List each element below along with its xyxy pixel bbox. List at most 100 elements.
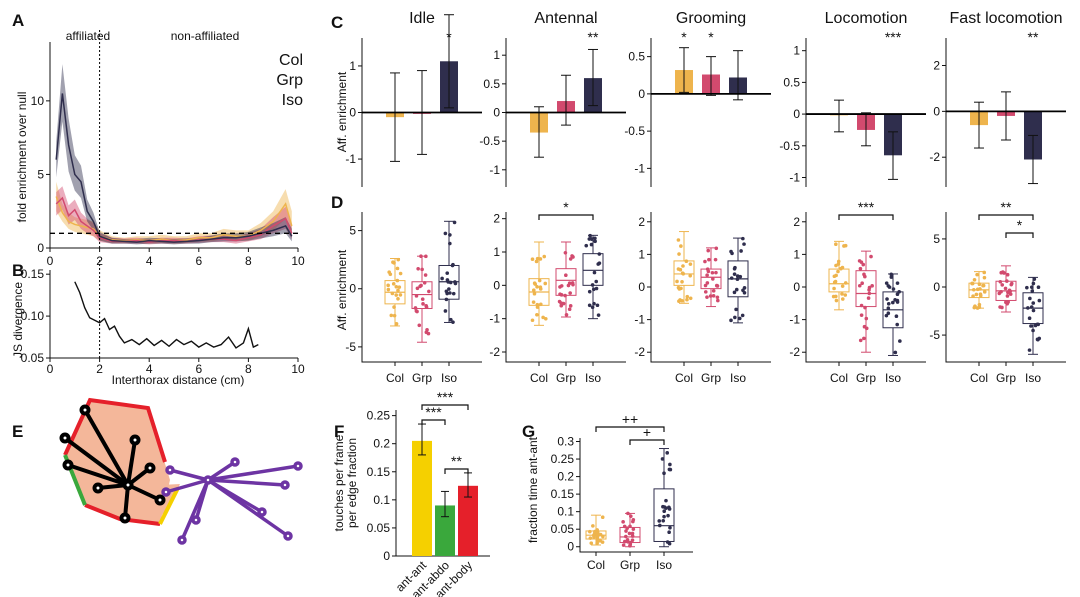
d5-point	[1003, 286, 1008, 291]
d1-y-tick-label: 0	[349, 282, 356, 296]
d3-point	[737, 316, 742, 321]
b-x-label: Interthorax distance (cm)	[112, 373, 245, 387]
g-point	[588, 536, 593, 540]
a-y-label: fold enrichment over null	[15, 92, 29, 223]
d5-bracket	[978, 214, 1034, 220]
d1-point	[452, 220, 457, 225]
d3-point	[677, 252, 681, 256]
g-point	[667, 530, 671, 535]
d1-point	[395, 266, 400, 271]
d5-point	[978, 293, 983, 298]
d5-point	[999, 270, 1004, 275]
c1-y-tick-label: -1	[345, 152, 356, 166]
d3-point	[705, 267, 710, 271]
b-y-tick-label: 0.10	[21, 309, 45, 323]
d3-point	[705, 281, 710, 285]
d4-point	[894, 314, 899, 319]
g-point	[668, 525, 672, 530]
g-point	[657, 519, 662, 523]
d2-point	[571, 255, 575, 259]
panel-a-enrichment-plot: 02468100510fold enrichment over nullaffi…	[15, 29, 305, 268]
g-point	[628, 524, 632, 529]
g-point	[622, 524, 627, 529]
g-bracket	[595, 426, 665, 432]
d3-point	[734, 307, 738, 312]
d1-point	[419, 254, 423, 259]
d5-point	[1005, 272, 1010, 277]
d2-point	[567, 307, 572, 312]
f-bracket	[444, 468, 469, 474]
d2-box-iso	[582, 253, 604, 286]
d4-point	[834, 242, 838, 247]
d1-x-tick-label-iso: Iso	[441, 371, 457, 385]
d5-point	[1005, 301, 1010, 306]
d5-point	[1031, 328, 1035, 333]
d4-y-tick-label: 1	[793, 247, 800, 261]
g-point	[662, 514, 666, 519]
d2-point	[534, 259, 539, 264]
d4-x-tick-label-iso: Iso	[885, 371, 901, 385]
d4-point	[833, 294, 838, 299]
d-y-label: Aff. enrichment	[335, 249, 349, 330]
a-legend-col: Col	[279, 52, 303, 69]
c-y-label: Aff. enrichment	[335, 71, 349, 152]
d2-point	[594, 279, 599, 284]
d5-point	[1029, 305, 1034, 309]
f-bracket-label: ***	[425, 404, 442, 420]
d3-point	[735, 277, 740, 281]
d5-x-tick-label-iso: Iso	[1025, 371, 1041, 385]
d3-point	[708, 294, 713, 298]
c4-y-tick-label: -0.5	[779, 139, 800, 153]
d3-point	[711, 289, 716, 293]
d4-bracket-label: ***	[858, 199, 875, 215]
d1-point	[398, 293, 403, 297]
d3-point	[734, 287, 739, 292]
a-x-tick-label: 10	[291, 254, 305, 268]
d2-point	[558, 292, 562, 296]
d4-point	[860, 281, 864, 286]
d2-point	[561, 301, 566, 306]
b-x-tick-label: 10	[291, 362, 305, 376]
a-band-iso	[56, 64, 292, 245]
a-line-iso	[55, 93, 293, 243]
c3-y-tick-label: 0	[638, 87, 645, 101]
d1-point	[448, 291, 452, 295]
g-point	[621, 520, 625, 524]
d1-point	[451, 291, 456, 296]
d5-point	[982, 270, 987, 275]
g-point	[630, 534, 635, 538]
g-point	[657, 523, 662, 528]
d5-point	[977, 305, 982, 310]
d2-point	[532, 281, 537, 286]
g-point	[622, 539, 627, 544]
d2-point	[535, 256, 540, 261]
d5-point	[971, 287, 976, 292]
f-bracket	[421, 419, 446, 425]
d3-point	[739, 249, 743, 253]
d1-point	[449, 317, 453, 322]
d3-point	[714, 246, 719, 251]
d2-y-tick-label: 2	[493, 212, 500, 226]
d5-point	[1008, 292, 1013, 296]
d3-point	[677, 287, 682, 291]
d1-point	[391, 260, 395, 265]
d5-point	[1029, 324, 1033, 328]
d4-point	[840, 292, 844, 296]
d1-point	[394, 293, 399, 297]
d1-point	[440, 276, 444, 281]
d5-point	[975, 272, 979, 277]
d5-bracket-label: *	[1017, 217, 1023, 233]
d4-point	[843, 293, 848, 297]
d4-point	[834, 263, 838, 268]
d3-point	[732, 266, 737, 271]
d4-point	[897, 289, 901, 294]
d3-point	[675, 279, 679, 284]
d2-point	[539, 302, 543, 307]
c5-y-tick-label: 0	[933, 104, 940, 118]
d5-x-tick-label-grp: Grp	[996, 371, 1016, 385]
d5-point	[1037, 298, 1042, 303]
d5-axes	[945, 212, 1066, 363]
d4-point	[893, 350, 898, 355]
d2-y-tick-label: 0	[493, 278, 500, 292]
c2-title: Antennal	[534, 10, 597, 27]
